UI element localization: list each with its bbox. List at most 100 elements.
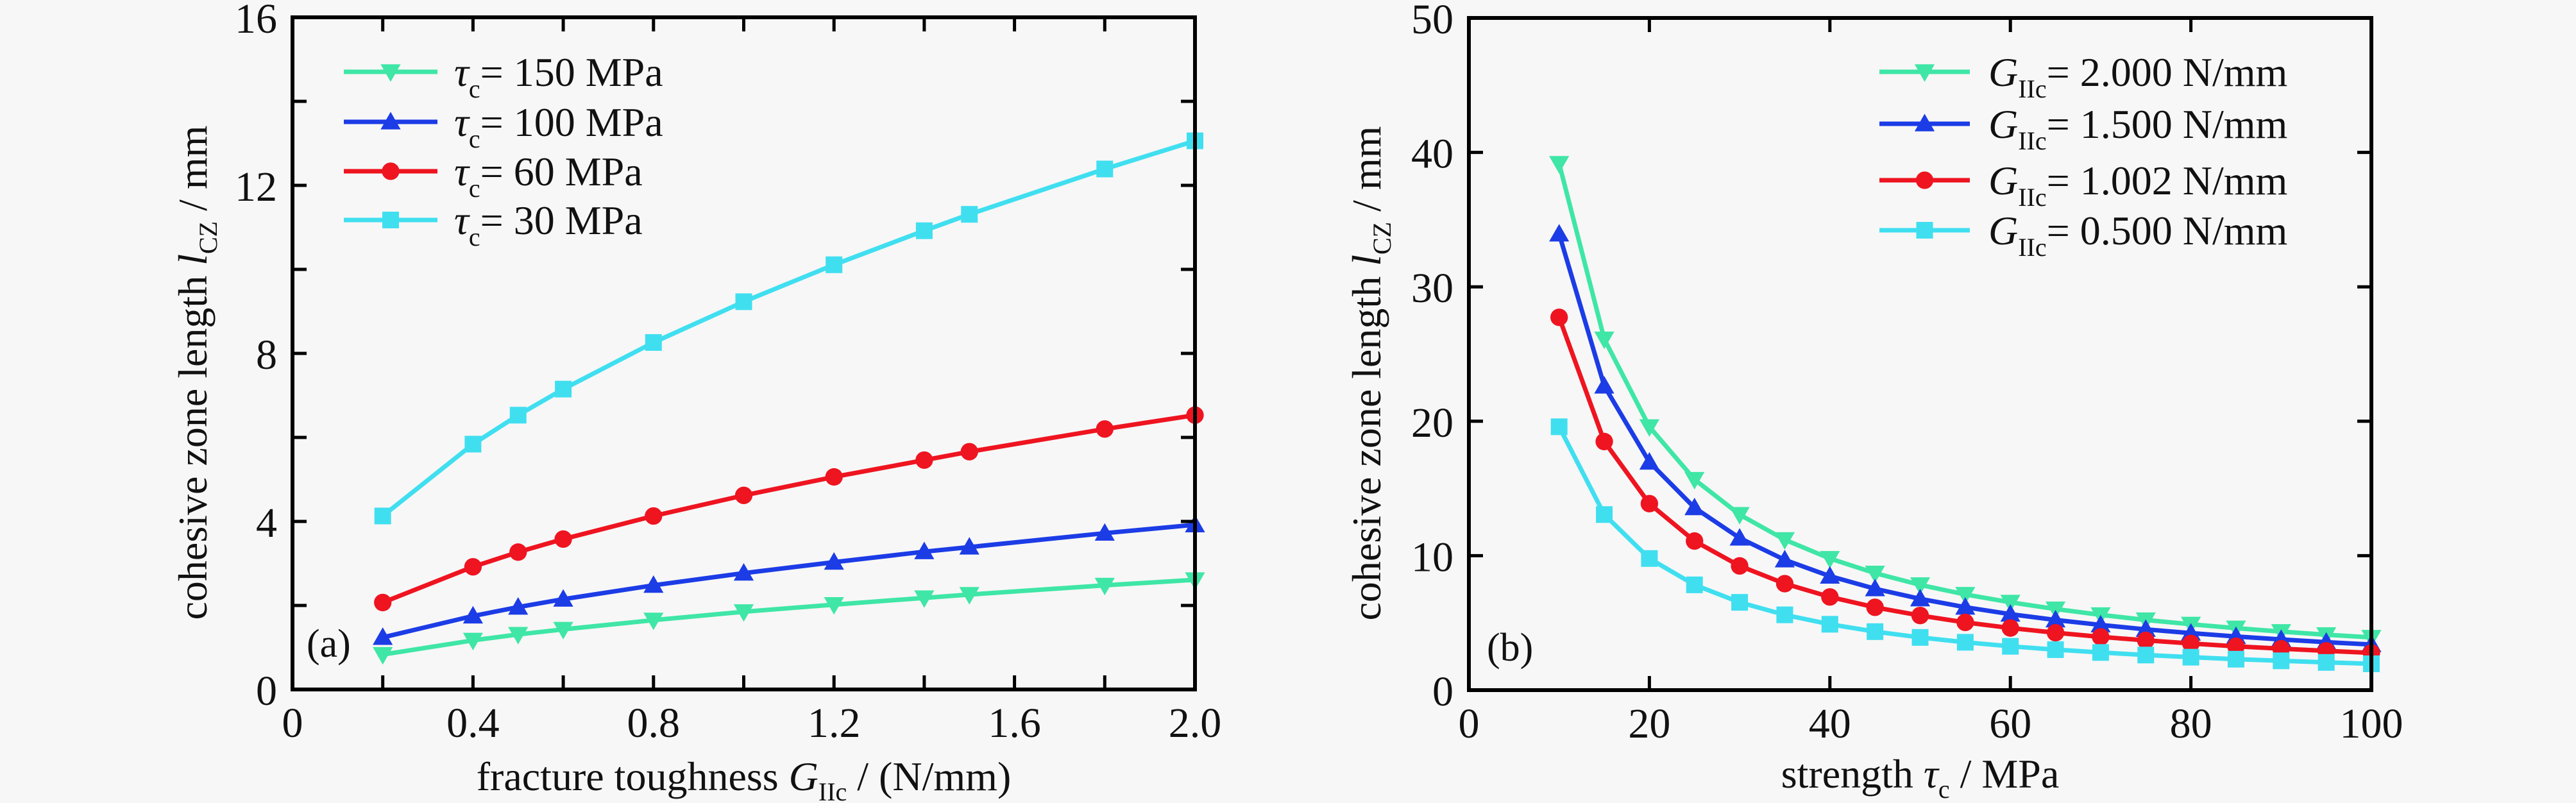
- data-point: [1096, 160, 1114, 178]
- chart-b: 0 20 40 60 80 100 0 10 20 30 40 50 strength τc / MPa…: [1344, 0, 2403, 803]
- data-point: [1595, 432, 1613, 451]
- legend-symbol: τ: [454, 198, 470, 243]
- legend-value: = 100 MPa: [480, 99, 663, 145]
- series-2: [374, 406, 1204, 612]
- data-point: [1639, 419, 1659, 437]
- data-point: [1594, 332, 1614, 350]
- data-point: [1911, 607, 1929, 625]
- legend-item: τc= 100 MPa: [344, 99, 663, 153]
- data-point: [1731, 594, 1749, 611]
- data-point: [1549, 156, 1570, 174]
- data-point: [2137, 647, 2155, 664]
- legend-symbol: τ: [454, 149, 470, 194]
- axis-title-subscript: CZ: [1368, 222, 1396, 255]
- axis-title-symbol: l: [1344, 255, 1389, 266]
- data-point: [1550, 309, 1568, 326]
- data-point: [2046, 623, 2065, 642]
- data-point: [915, 451, 933, 469]
- data-point: [1640, 494, 1659, 512]
- data-point: [1955, 587, 1976, 605]
- data-point: [1731, 557, 1749, 575]
- y-tick-label: 40: [1411, 131, 1453, 178]
- data-point: [555, 380, 572, 398]
- legend-item: τc= 30 MPa: [344, 198, 643, 251]
- plot-frame: [1467, 16, 2373, 692]
- legend-marker: [1914, 64, 1935, 82]
- legend-subscript: c: [469, 124, 480, 153]
- x-tick-label: 1.2: [808, 700, 861, 747]
- data-point: [2092, 644, 2109, 661]
- series-3: [374, 132, 1203, 525]
- y-tick-label: 0: [1432, 668, 1453, 715]
- data-point: [1639, 452, 1659, 470]
- data-point: [2047, 641, 2064, 658]
- data-point: [1911, 629, 1929, 646]
- series-line: [382, 577, 1196, 657]
- data-point: [2273, 652, 2290, 670]
- legend-marker: [1914, 114, 1935, 131]
- data-point: [733, 604, 754, 622]
- x-tick-label: 0: [1459, 700, 1480, 747]
- data-point: [2045, 609, 2066, 628]
- axis-title-subscript: IIc: [818, 777, 847, 803]
- y-tick-label: 20: [1411, 400, 1453, 446]
- data-point: [2182, 648, 2199, 666]
- x-tick-label: 0: [282, 700, 303, 747]
- legend-marker: [1915, 171, 1934, 189]
- data-point: [959, 587, 979, 605]
- data-point: [508, 597, 529, 615]
- data-point: [645, 507, 663, 525]
- data-point: [1094, 523, 1115, 541]
- data-point: [1865, 579, 1885, 596]
- data-point: [2227, 638, 2245, 655]
- data-point: [1550, 418, 1568, 435]
- axis-title-text: strength: [1781, 751, 1924, 797]
- y-tick-label: 10: [1411, 534, 1453, 580]
- data-point: [1821, 588, 1839, 606]
- legend-subscript: IIc: [2018, 126, 2046, 155]
- axis-title-unit: / mm: [1344, 126, 1389, 222]
- data-point: [374, 593, 392, 612]
- data-point: [1549, 224, 1570, 242]
- x-tick-label: 60: [1989, 700, 2031, 747]
- data-point: [1956, 613, 1974, 632]
- axis-title-unit: / mm: [170, 126, 216, 221]
- data-point: [1776, 606, 1793, 623]
- data-point: [2137, 631, 2155, 650]
- x-tick-label: 20: [1628, 700, 1670, 747]
- legend-symbol: τ: [454, 49, 470, 95]
- legend-item: GIIc= 0.500 N/mm: [1879, 208, 2287, 262]
- data-point: [2090, 614, 2111, 633]
- data-point: [960, 443, 978, 461]
- series-0: [373, 572, 1205, 665]
- series-line: [1557, 233, 2372, 647]
- legend-label: GIIc= 0.500 N/mm: [1988, 208, 2287, 262]
- data-point: [553, 589, 573, 607]
- x-tick-label: 0.4: [446, 700, 500, 747]
- data-point: [2092, 628, 2110, 646]
- data-point: [554, 530, 572, 548]
- data-point: [2135, 619, 2156, 637]
- x-tick-label: 0.8: [627, 700, 681, 747]
- y-tick-label: 50: [1411, 0, 1453, 43]
- data-point: [1729, 507, 1750, 525]
- data-point: [508, 627, 529, 645]
- legend-subscript: c: [469, 223, 480, 251]
- data-point: [2002, 638, 2019, 655]
- data-point: [825, 468, 843, 486]
- y-tick-label: 12: [235, 164, 277, 210]
- legend-symbol: G: [1988, 101, 2018, 147]
- data-point: [1686, 532, 1704, 550]
- data-point: [643, 575, 664, 593]
- legend-item: GIIc= 1.002 N/mm: [1879, 158, 2287, 212]
- legend-item: GIIc= 1.500 N/mm: [1879, 101, 2287, 155]
- legend-symbol: τ: [454, 99, 470, 145]
- x-axis-title: strength τc / MPa: [1781, 751, 2060, 803]
- data-point: [1866, 598, 1884, 616]
- data-point: [2001, 619, 2019, 637]
- axis-title-text: fracture toughness: [477, 754, 789, 799]
- data-point: [2318, 654, 2335, 671]
- data-point: [1820, 566, 1840, 584]
- axis-title-symbol: G: [789, 754, 818, 799]
